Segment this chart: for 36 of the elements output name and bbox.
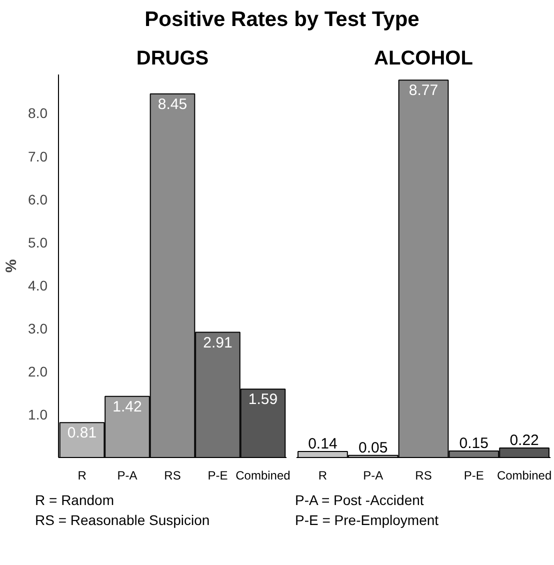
y-tick-label: 2.0 (28, 363, 48, 380)
data-label: 0.05 (358, 439, 388, 456)
chart-title: Positive Rates by Test Type (144, 7, 420, 33)
text: R = Random (35, 491, 115, 510)
y-tick-label: 6.0 (28, 191, 48, 208)
y-tick-label: 5.0 (28, 234, 48, 250)
x-tick-label: P-E (208, 468, 228, 482)
data-label: 2.91 (203, 334, 232, 352)
data-label: 8.77 (408, 82, 438, 100)
chart-subtitle: ALCOHOL (374, 48, 473, 70)
x-tick-label: P-A (363, 468, 384, 482)
x-tick-label: P-E (464, 468, 484, 482)
y-tick-label: 7.0 (28, 148, 48, 164)
data-label: 0.81 (67, 424, 97, 442)
y-tick-label: 3.0 (28, 320, 48, 336)
data-label: 0.14 (308, 435, 338, 452)
text: P-E = Pre-Employment (295, 511, 440, 530)
data-label: 0.15 (459, 435, 489, 452)
y-tick-label: 8.0 (28, 105, 48, 122)
x-tick-label: Combined (236, 468, 290, 482)
y-axis-title: % (3, 259, 20, 273)
x-tick-label: RS (164, 468, 181, 482)
y-tick-label: 4.0 (28, 277, 48, 294)
x-tick-label: Combined (496, 468, 552, 482)
text: P-A = Post -Accident (295, 491, 425, 510)
x-tick-label: P-A (117, 468, 138, 482)
data-label: 0.22 (510, 432, 539, 450)
data-label: 1.59 (248, 391, 278, 408)
x-tick-label: RS (415, 468, 432, 482)
data-label: 8.45 (158, 96, 188, 113)
x-tick-label: R (78, 468, 87, 482)
x-tick-label: R (318, 468, 328, 482)
chart-subtitle: DRUGS (136, 48, 209, 70)
y-tick-label: 1.0 (28, 406, 48, 422)
data-label: 1.42 (112, 398, 142, 416)
text: RS = Reasonable Suspicion (35, 511, 211, 530)
